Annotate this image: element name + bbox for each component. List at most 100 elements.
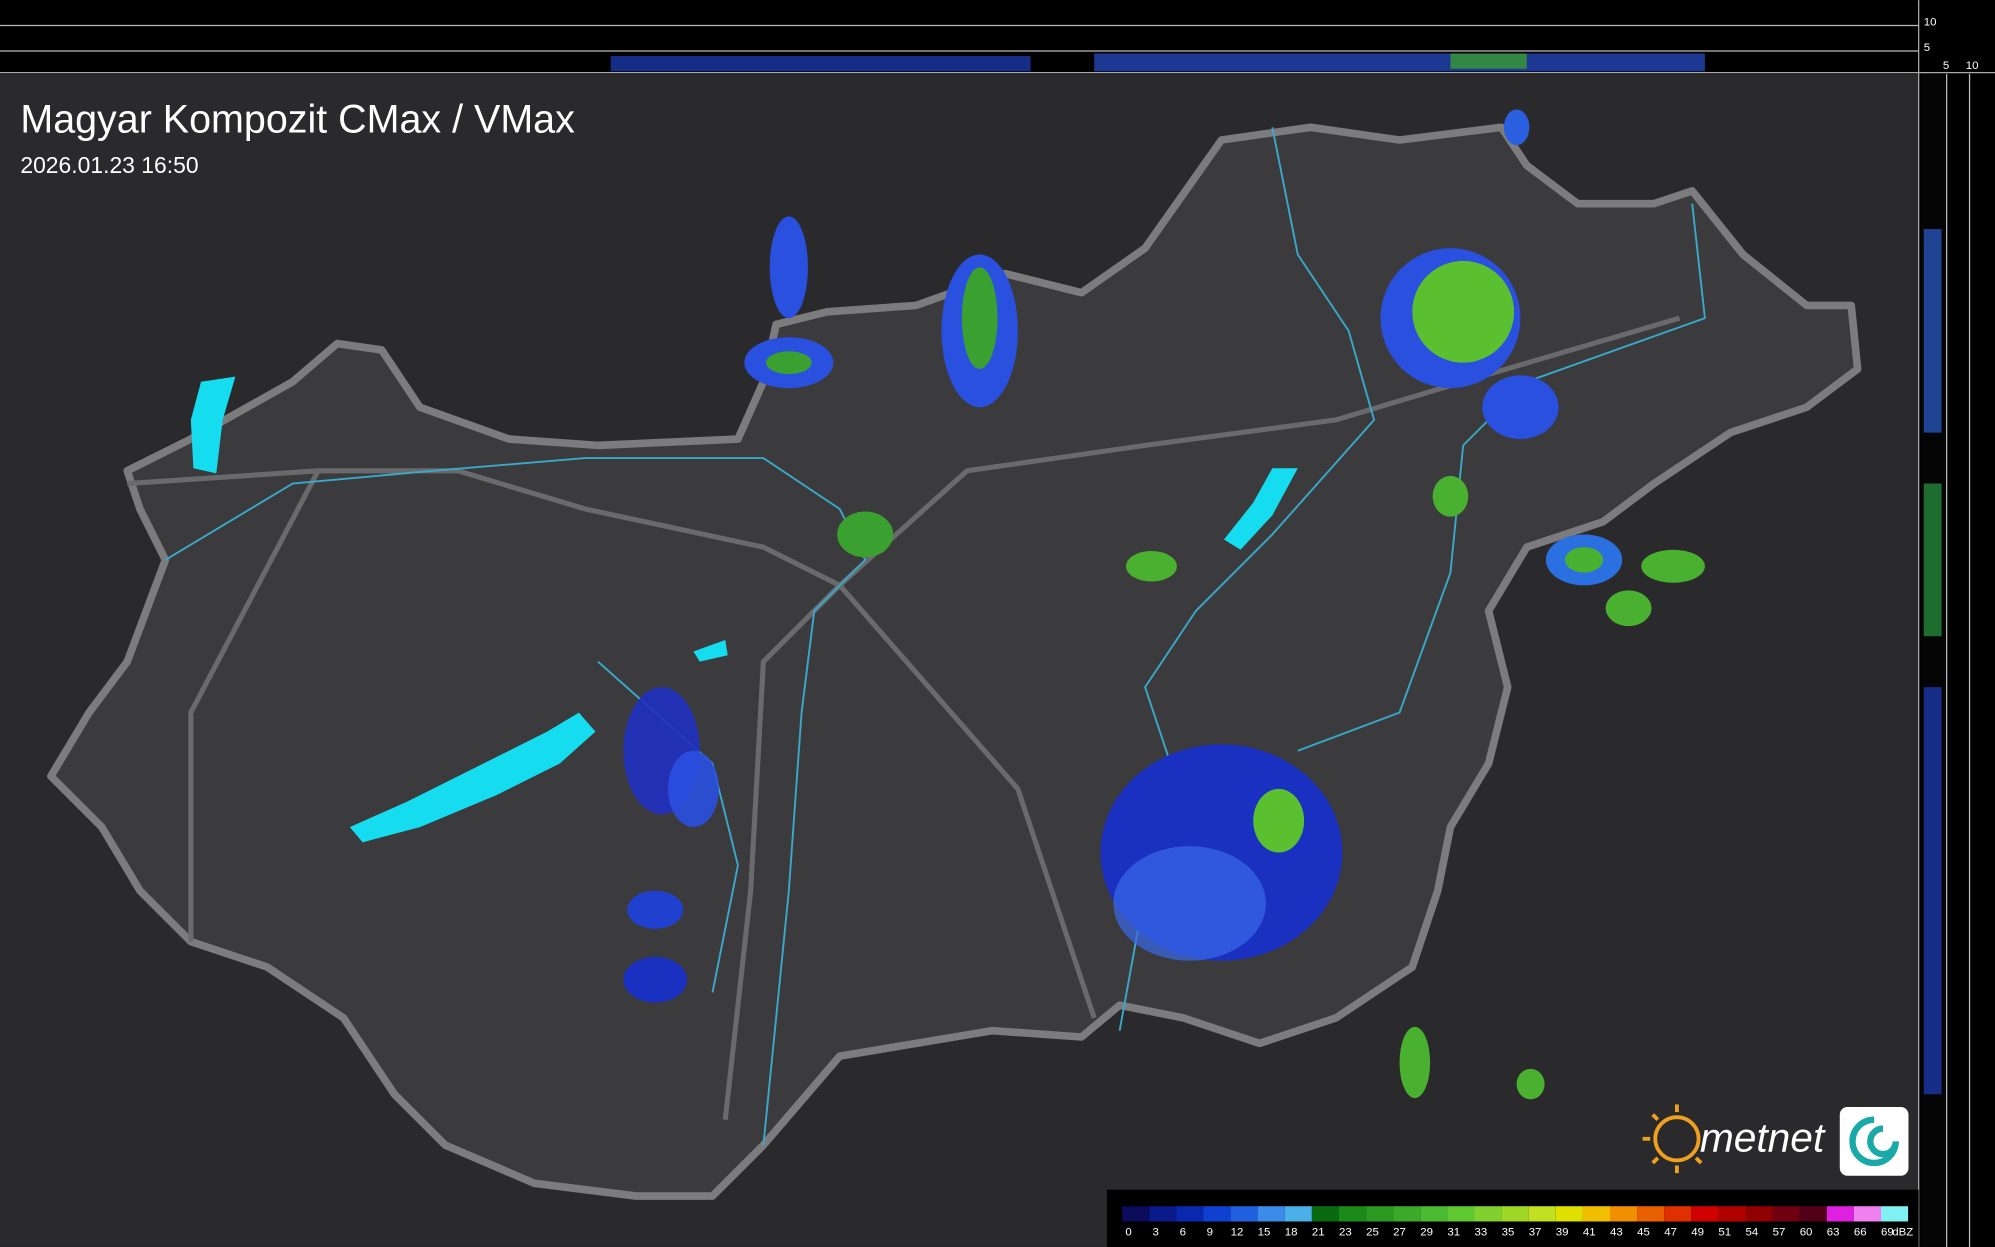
legend-label: 9 <box>1207 1226 1213 1238</box>
legend-label: 21 <box>1312 1226 1325 1238</box>
echo <box>610 56 1031 72</box>
legend-swatch <box>1338 1206 1367 1222</box>
legend-label: 3 <box>1152 1226 1158 1238</box>
echo <box>1482 375 1559 440</box>
legend-label: 23 <box>1339 1226 1352 1238</box>
strip-echoes <box>610 53 1942 1095</box>
strip-tick-label: 10 <box>1966 60 1979 72</box>
ray <box>1651 1113 1660 1122</box>
echo <box>1923 483 1942 637</box>
legend-swatch <box>1637 1206 1665 1222</box>
echo <box>667 750 719 828</box>
road <box>837 583 1097 1019</box>
echo <box>627 890 684 929</box>
legend-swatch <box>1203 1206 1231 1222</box>
legend-label: 27 <box>1393 1226 1406 1238</box>
legend-label: 0 <box>1125 1226 1131 1238</box>
logo-swirl <box>1849 1116 1899 1167</box>
echo <box>1412 260 1515 363</box>
legend-swatch <box>1745 1206 1773 1222</box>
echo <box>623 956 688 1003</box>
echo <box>1516 1068 1545 1100</box>
legend-swatch <box>1311 1206 1339 1222</box>
legend-swatch <box>1772 1206 1800 1222</box>
ray <box>1651 1156 1660 1165</box>
legend-swatch <box>1528 1206 1556 1222</box>
logo: metnet <box>1642 1104 1909 1176</box>
logo-sun <box>1653 1115 1701 1163</box>
legend-swatch <box>1474 1206 1502 1222</box>
legend-label: 25 <box>1366 1226 1379 1238</box>
echo <box>1432 475 1469 517</box>
legend-label: 6 <box>1180 1226 1186 1238</box>
logo-rays <box>1642 1104 1703 1174</box>
river <box>1297 203 1706 752</box>
legend-swatch <box>1230 1206 1258 1222</box>
echo <box>1503 109 1530 146</box>
echo <box>837 511 894 558</box>
legend-label: 15 <box>1258 1226 1271 1238</box>
legend-swatch <box>1582 1206 1610 1222</box>
legend-label: 47 <box>1664 1226 1677 1238</box>
timestamp: 2026.01.23 16:50 <box>20 152 198 178</box>
legend-unit: dBZ <box>1892 1226 1913 1238</box>
strip-tick-label: 10 <box>1924 17 1937 29</box>
legend-label: 49 <box>1691 1226 1704 1238</box>
legend-swatch <box>1393 1206 1421 1222</box>
legend-label: 12 <box>1231 1226 1244 1238</box>
legend-label: 60 <box>1800 1226 1813 1238</box>
echo <box>1605 590 1652 627</box>
legend-label: 66 <box>1854 1226 1867 1238</box>
echo <box>1253 788 1305 853</box>
road <box>722 583 842 1120</box>
legend-swatch <box>1122 1206 1150 1222</box>
legend-label: 41 <box>1583 1226 1596 1238</box>
echo <box>1094 53 1705 72</box>
lake-tisza <box>1223 468 1298 550</box>
legend-swatch <box>1555 1206 1583 1222</box>
lakes <box>190 376 1298 843</box>
legend-label: 57 <box>1773 1226 1786 1238</box>
legend-label: 35 <box>1502 1226 1515 1238</box>
legend-swatch <box>1609 1206 1638 1222</box>
legend-label: 39 <box>1556 1226 1569 1238</box>
country-outline <box>47 123 1862 1200</box>
legend-swatch <box>1691 1206 1719 1222</box>
echo <box>1113 846 1266 961</box>
legend-label: 43 <box>1610 1226 1623 1238</box>
legend-swatch <box>1420 1206 1448 1222</box>
legend-label: 33 <box>1474 1226 1487 1238</box>
legend-swatch <box>1664 1206 1692 1222</box>
road <box>188 469 321 942</box>
lake-balaton <box>349 712 596 843</box>
legend-label: 29 <box>1420 1226 1433 1238</box>
legend-swatch <box>1718 1206 1746 1222</box>
echo <box>769 216 808 319</box>
legend-label: 31 <box>1447 1226 1460 1238</box>
echo <box>1399 1026 1431 1099</box>
echo <box>1923 229 1942 433</box>
ray <box>1694 1156 1703 1165</box>
legend-swatch <box>1826 1206 1854 1222</box>
legend-swatch <box>1366 1206 1394 1222</box>
legend-swatch <box>1853 1206 1881 1222</box>
river <box>164 457 867 1146</box>
legend-label: 69 <box>1881 1226 1894 1238</box>
logo-text: metnet <box>1700 1115 1826 1161</box>
legend-label: 51 <box>1718 1226 1731 1238</box>
lake-velence <box>693 640 728 662</box>
lake-ferto <box>190 376 236 474</box>
legend-label: 45 <box>1637 1226 1650 1238</box>
legend-swatch <box>1501 1206 1529 1222</box>
legend-swatch <box>1447 1206 1475 1222</box>
echo <box>1641 549 1705 583</box>
legend-label: 63 <box>1827 1226 1840 1238</box>
legend-swatch <box>1799 1206 1827 1222</box>
legend-swatch <box>1284 1206 1312 1222</box>
echo <box>765 351 812 375</box>
echo <box>1923 687 1942 1095</box>
legend-swatch <box>1881 1206 1909 1222</box>
